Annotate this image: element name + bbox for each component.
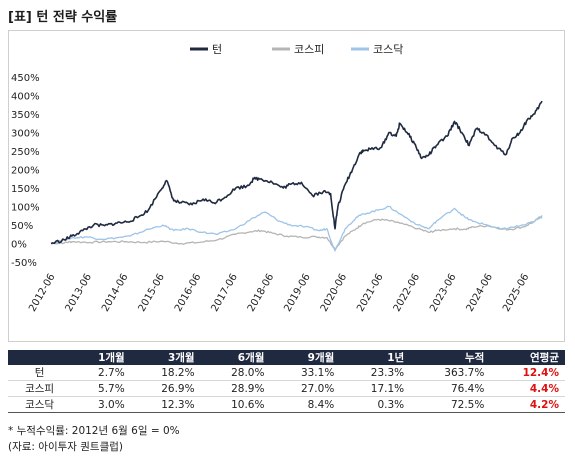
table-cell: 26.9%	[130, 380, 201, 397]
table-cell: 12.3%	[130, 396, 201, 413]
table-cell: 18.2%	[130, 365, 201, 381]
x-tick-label: 2019-06	[282, 272, 312, 314]
x-tick-label: 2024-06	[465, 272, 495, 314]
table-cell: 코스피	[8, 380, 72, 397]
table-cell: 10.6%	[200, 396, 271, 413]
table-row: 코스피 5.7% 26.9% 28.9% 27.0% 17.1% 76.4% 4.4%	[8, 380, 565, 397]
table-header-cell	[8, 350, 72, 365]
source-note: (자료: 아이투자 퀀트클럽)	[8, 441, 124, 453]
series-line-turn	[50, 100, 543, 245]
y-tick-label: 300%	[11, 129, 40, 140]
x-tick-label: 2012-06	[27, 272, 57, 314]
table-cell: 4.2%	[490, 396, 565, 413]
table-cell: 33.1%	[270, 365, 341, 381]
x-tick-label: 2023-06	[428, 272, 458, 314]
y-tick-label: 200%	[11, 166, 40, 177]
y-tick-label: 100%	[11, 203, 40, 214]
x-tick-label: 2015-06	[137, 272, 167, 314]
y-tick-label: 350%	[11, 110, 40, 121]
table-header-cell: 연평균	[490, 350, 565, 365]
table-cell: 턴	[8, 365, 72, 381]
y-tick-label: 150%	[11, 184, 40, 195]
table-cell: 76.4%	[410, 380, 491, 397]
table-header-cell: 6개월	[200, 350, 271, 365]
x-tick-label: 2020-06	[319, 272, 349, 314]
table-header-cell: 3개월	[130, 350, 201, 365]
legend-label: 턴	[212, 43, 222, 56]
chart-title: [표] 턴 전략 수익률	[8, 10, 118, 25]
y-tick-label: 50%	[11, 221, 33, 232]
table-row: 코스닥 3.0% 12.3% 10.6% 8.4% 0.3% 72.5% 4.2%	[8, 396, 565, 413]
x-tick-label: 2013-06	[64, 272, 94, 314]
table-cell: 4.4%	[490, 380, 565, 397]
table-cell: 코스닥	[8, 396, 72, 413]
table-cell: 5.7%	[71, 380, 131, 397]
table-header-cell: 1년	[340, 350, 411, 365]
table-cell: 8.4%	[270, 396, 341, 413]
table-cell: 72.5%	[410, 396, 491, 413]
y-tick-label: -50%	[11, 258, 37, 269]
table-cell: 17.1%	[340, 380, 411, 397]
table-cell: 2.7%	[71, 365, 131, 381]
y-tick-label: 0%	[11, 240, 27, 251]
table-header-row: 1개월 3개월 6개월 9개월 1년 누적 연평균	[8, 350, 565, 365]
legend-label: 코스피	[294, 43, 324, 56]
x-tick-label: 2025-06	[501, 272, 531, 314]
x-tick-label: 2018-06	[246, 272, 276, 314]
footnote: * 누적수익률: 2012년 6월 6일 = 0%	[8, 425, 180, 437]
x-tick-label: 2021-06	[355, 272, 385, 314]
line-chart: 450% 400% 350% 300% 250% 200% 150% 100% 50% 0% -50…	[11, 43, 543, 314]
x-tick-label: 2017-06	[209, 272, 239, 314]
y-tick-label: 250%	[11, 147, 40, 158]
legend-label: 코스닥	[373, 43, 403, 56]
table-header-cell: 1개월	[71, 350, 131, 365]
x-tick-label: 2016-06	[173, 272, 203, 314]
table-header-cell: 누적	[410, 350, 491, 365]
chart-frame: 450% 400% 350% 300% 250% 200% 150% 100% 50% 0% -50…	[8, 30, 565, 342]
table-cell: 23.3%	[340, 365, 411, 381]
y-tick-label: 400%	[11, 92, 40, 103]
y-tick-label: 450%	[11, 73, 40, 84]
table-cell: 27.0%	[270, 380, 341, 397]
table-cell: 363.7%	[410, 365, 491, 381]
table-row: 턴 2.7% 18.2% 28.0% 33.1% 23.3% 363.7% 12.4%	[8, 365, 565, 381]
table-header-cell: 9개월	[270, 350, 341, 365]
table-cell: 0.3%	[340, 396, 411, 413]
table-cell: 12.4%	[490, 365, 565, 381]
table-cell: 28.0%	[200, 365, 271, 381]
series-line-kosdaq	[50, 205, 543, 252]
returns-table: 1개월 3개월 6개월 9개월 1년 누적 연평균 턴 2.7% 18.2% 28.0% 33.1%…	[8, 350, 565, 413]
x-tick-label: 2014-06	[100, 272, 130, 314]
x-tick-label: 2022-06	[392, 272, 422, 314]
series-line-kospi	[50, 215, 543, 250]
table-cell: 3.0%	[71, 396, 131, 413]
table-cell: 28.9%	[200, 380, 271, 397]
